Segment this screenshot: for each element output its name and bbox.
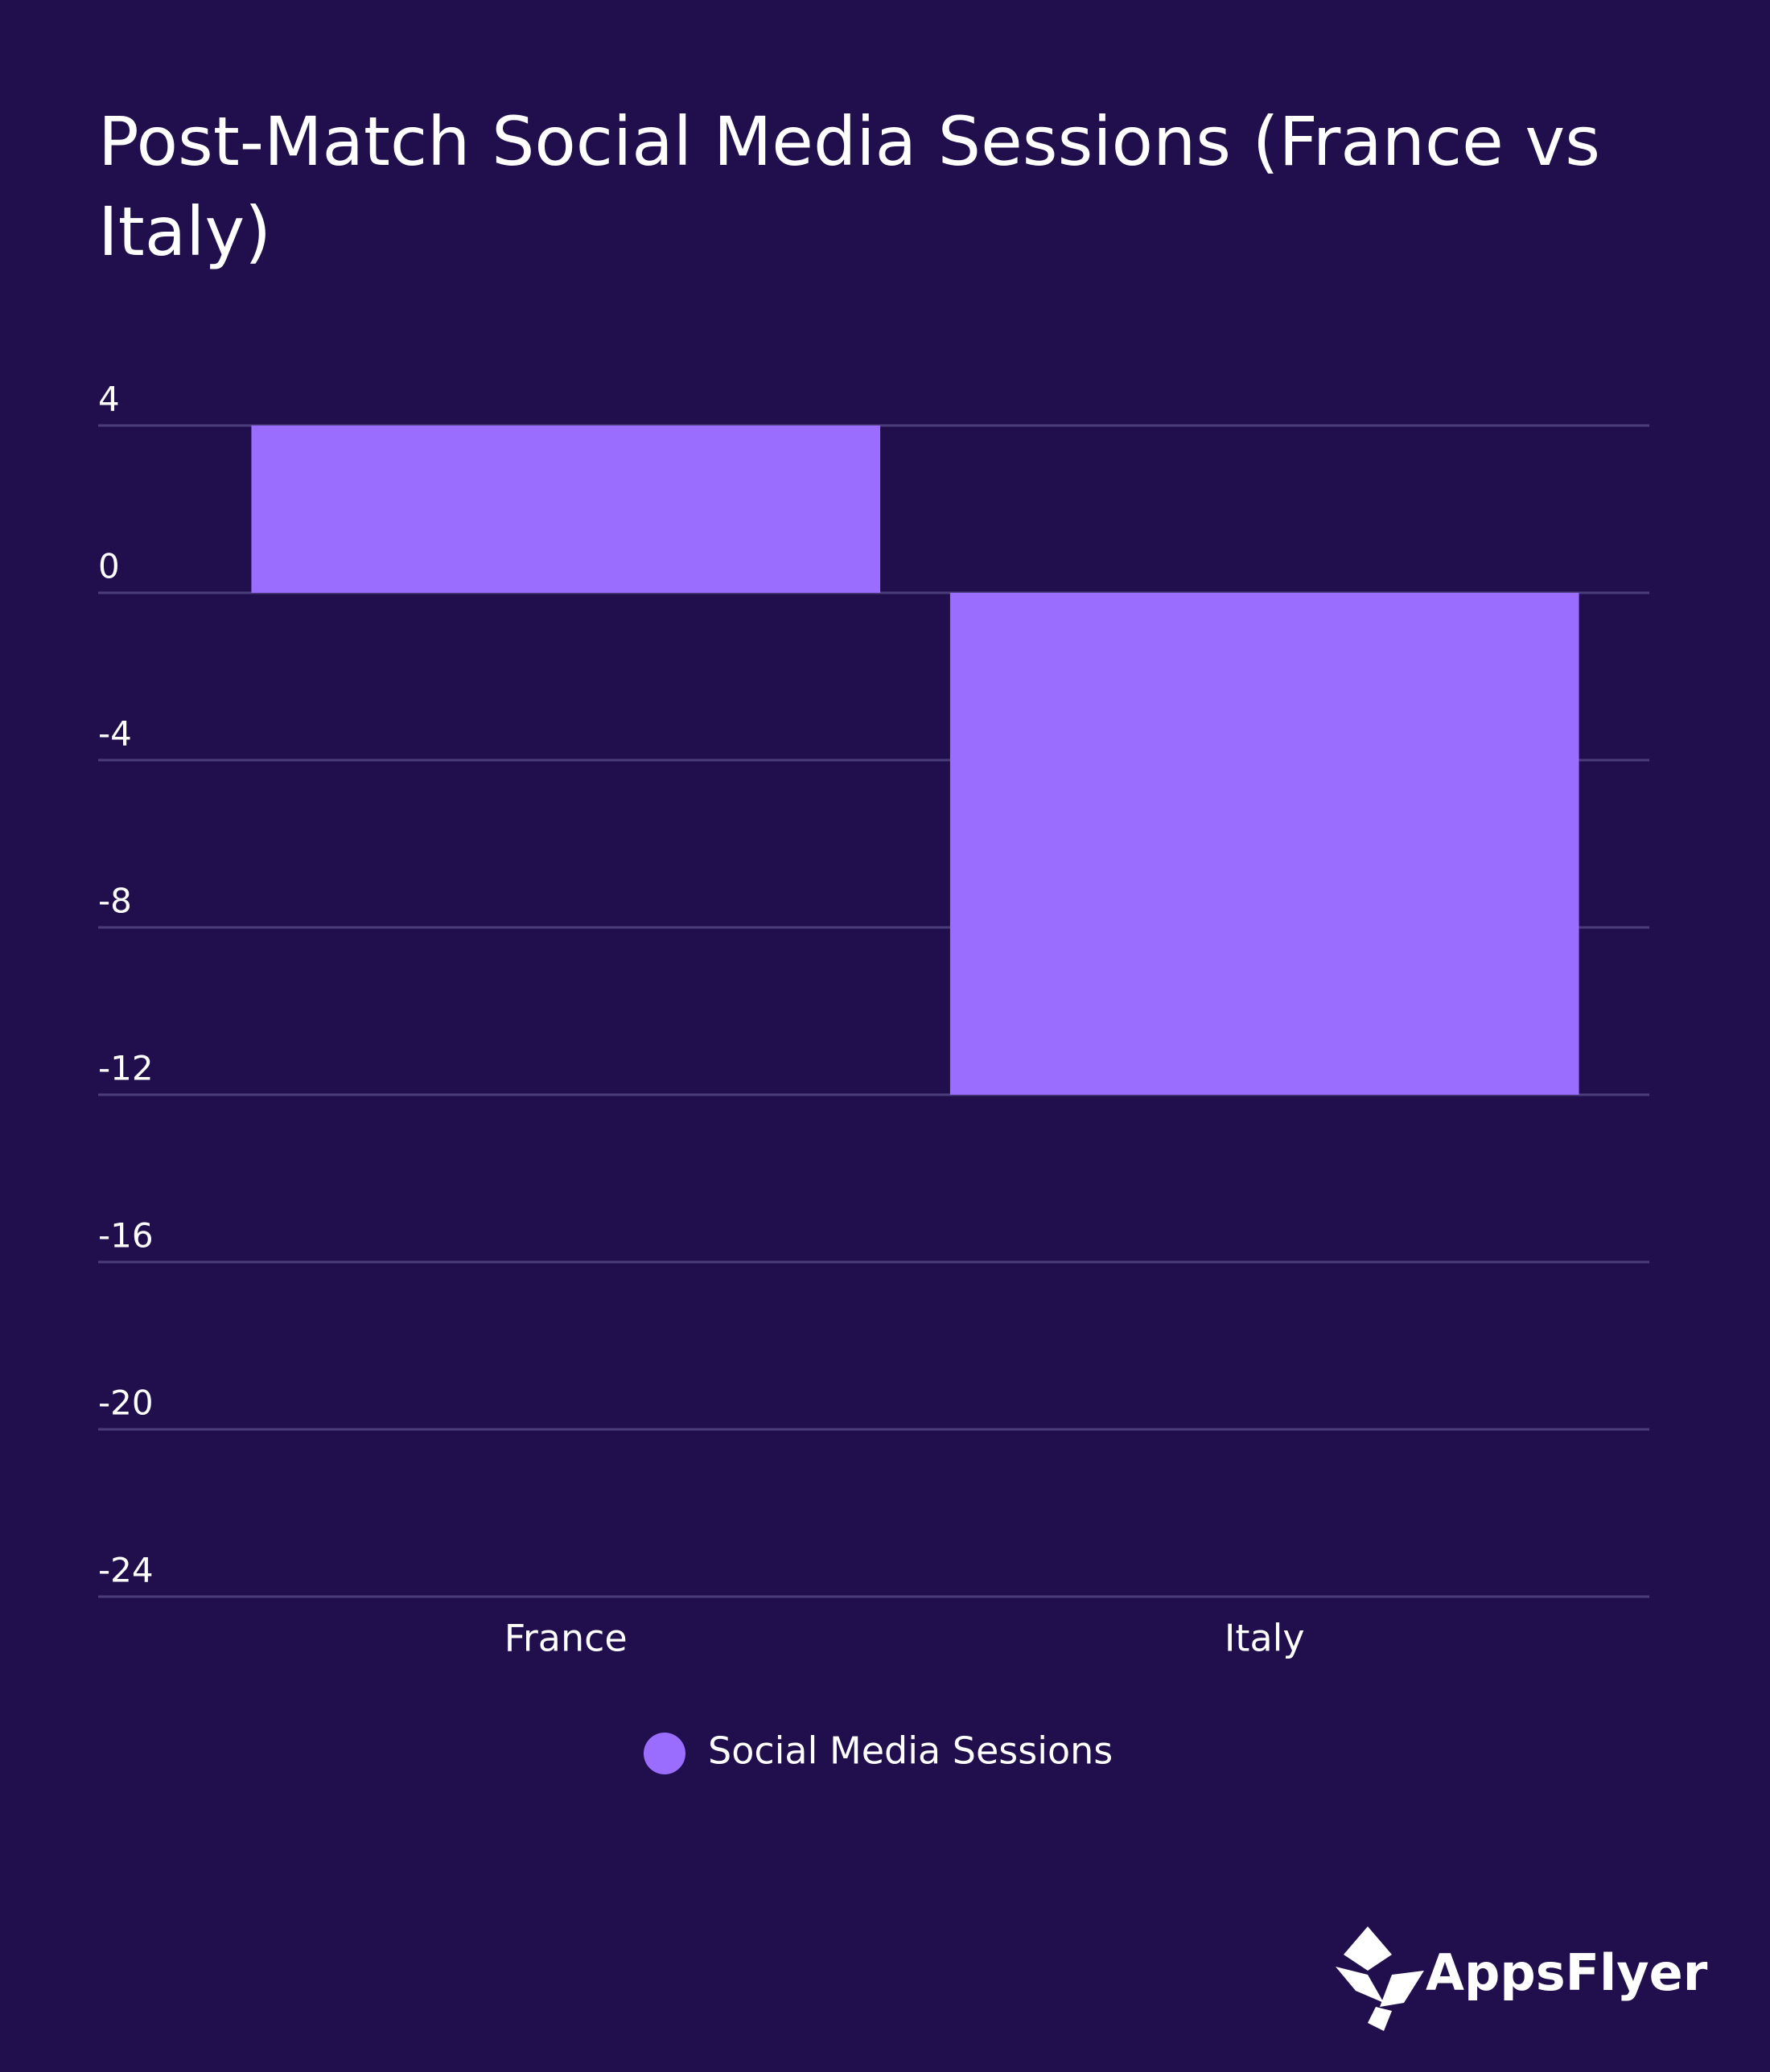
bar bbox=[949, 593, 1579, 1095]
y-tick-label: -16 bbox=[98, 1216, 154, 1256]
logo-mark bbox=[1380, 1971, 1424, 2007]
y-tick-label: 0 bbox=[98, 547, 120, 586]
y-tick-label: -8 bbox=[98, 882, 132, 921]
logo-mark bbox=[1344, 1926, 1392, 1971]
y-tick-label: -20 bbox=[98, 1383, 154, 1423]
x-tick-label: Italy bbox=[1225, 1617, 1305, 1660]
y-tick-label: -24 bbox=[98, 1551, 154, 1590]
y-tick-label: -4 bbox=[98, 714, 132, 754]
y-tick-label: 4 bbox=[98, 380, 120, 419]
y-tick-label: -12 bbox=[98, 1049, 154, 1088]
logo-mark bbox=[1336, 1967, 1384, 2003]
legend-label: Social Media Sessions bbox=[708, 1729, 1113, 1773]
bar bbox=[251, 426, 881, 593]
logo-text: AppsFlyer bbox=[1426, 1943, 1708, 2002]
logo-mark bbox=[1368, 2007, 1392, 2031]
chart-title: Post-Match Social Media Sessions (France… bbox=[98, 102, 1601, 271]
legend-marker bbox=[644, 1733, 685, 1774]
x-tick-label: France bbox=[504, 1617, 628, 1660]
logo: AppsFlyer bbox=[1336, 1926, 1708, 2031]
